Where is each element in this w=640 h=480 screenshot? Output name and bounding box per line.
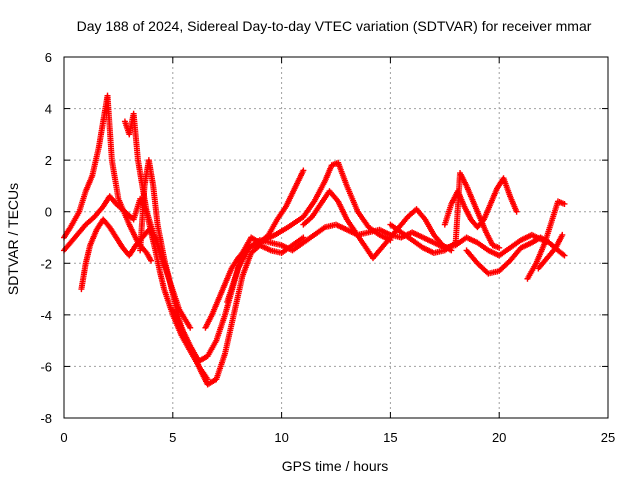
data-point bbox=[148, 257, 155, 264]
y-axis-label: SDTVAR / TECUs bbox=[5, 183, 21, 295]
x-tick-label: 15 bbox=[383, 430, 397, 445]
plot-frame bbox=[63, 56, 609, 419]
y-tick-label: -2 bbox=[40, 256, 52, 271]
data-point bbox=[496, 244, 503, 251]
y-tick-label: -8 bbox=[40, 411, 52, 426]
data-point bbox=[187, 324, 194, 331]
series-sat-m bbox=[524, 198, 568, 282]
data-points bbox=[61, 92, 568, 388]
data-point bbox=[561, 200, 568, 207]
series-sat-i bbox=[300, 188, 455, 262]
x-tick-label: 10 bbox=[274, 430, 288, 445]
series-sat-n bbox=[535, 231, 566, 272]
y-tick-label: 0 bbox=[45, 205, 52, 220]
series-sat-a bbox=[61, 92, 155, 264]
series-sat-l bbox=[463, 234, 568, 277]
data-point bbox=[513, 208, 520, 215]
data-point bbox=[561, 252, 568, 259]
chart-title: Day 188 of 2024, Sidereal Day-to-day VTE… bbox=[77, 18, 592, 34]
data-point bbox=[151, 233, 158, 240]
y-tick-label: 2 bbox=[45, 153, 52, 168]
data-point bbox=[479, 217, 486, 224]
x-tick-label: 25 bbox=[601, 430, 615, 445]
y-tick-label: 4 bbox=[45, 102, 52, 117]
x-axis-label: GPS time / hours bbox=[282, 458, 389, 474]
x-tick-label: 20 bbox=[492, 430, 506, 445]
data-point bbox=[559, 231, 566, 238]
data-point bbox=[300, 167, 307, 174]
series-sat-k bbox=[441, 175, 520, 231]
x-tick-label: 5 bbox=[169, 430, 176, 445]
y-tick-label: 6 bbox=[45, 50, 52, 65]
y-tick-label: -6 bbox=[40, 359, 52, 374]
y-tick-label: -4 bbox=[40, 308, 52, 323]
x-tick-label: 0 bbox=[60, 430, 67, 445]
data-point bbox=[300, 234, 307, 241]
